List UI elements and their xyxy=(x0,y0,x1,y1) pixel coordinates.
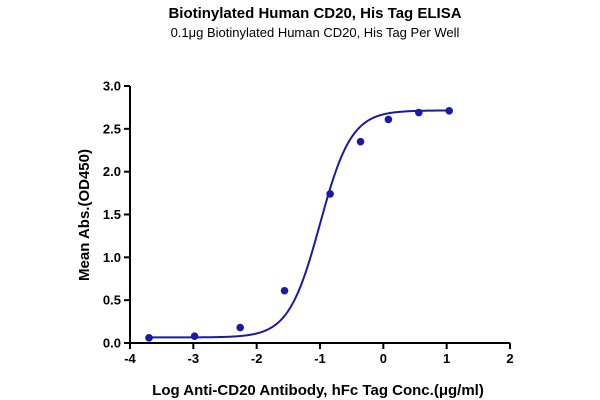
y-tick-label: 1.5 xyxy=(103,207,121,222)
x-tick-label: -4 xyxy=(124,351,136,366)
data-points xyxy=(145,107,454,342)
y-tick-label: 0.0 xyxy=(103,336,121,351)
data-point xyxy=(384,115,393,124)
y-tick-label: 3.0 xyxy=(103,79,121,94)
x-tick-label: -2 xyxy=(251,351,263,366)
x-tick-label: 1 xyxy=(443,351,450,366)
data-point xyxy=(145,334,153,342)
y-tick-label: 1.0 xyxy=(103,250,121,265)
y-tick-label: 2.0 xyxy=(103,164,121,179)
y-tick-label: 2.5 xyxy=(103,121,121,136)
axes xyxy=(129,86,510,344)
chart-subtitle: 0.1μg Biotinylated Human CD20, His Tag P… xyxy=(171,25,460,40)
data-point xyxy=(445,107,454,115)
data-point xyxy=(236,323,244,332)
data-point xyxy=(326,190,334,198)
x-tick-label: 2 xyxy=(506,351,513,366)
fit-curve xyxy=(149,109,450,339)
tick-group: -4 -3 -2 -1 0 1 2 0.0 0.5 1.0 1.5 2.0 2.5 3.0 xyxy=(103,79,514,367)
chart-title: Biotinylated Human CD20, His Tag ELISA xyxy=(168,5,461,22)
x-tick-label: -3 xyxy=(188,351,200,366)
data-point xyxy=(280,286,289,295)
data-point xyxy=(356,137,365,146)
data-point xyxy=(190,332,199,340)
y-tick-label: 0.5 xyxy=(103,293,121,308)
x-axis-label: Log Anti-CD20 Antibody, hFc Tag Conc.(μg… xyxy=(152,382,484,399)
data-point xyxy=(415,108,423,117)
x-tick-label: 0 xyxy=(380,351,387,366)
y-axis-label: Mean Abs.(OD450) xyxy=(76,149,93,281)
x-tick-label: -1 xyxy=(314,351,326,366)
